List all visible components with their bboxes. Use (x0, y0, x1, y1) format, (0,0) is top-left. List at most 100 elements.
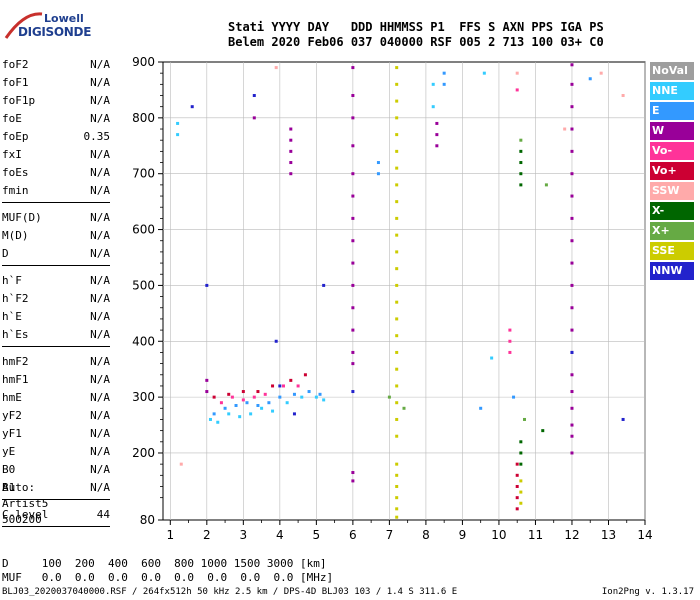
param-separator (2, 346, 110, 353)
param-separator (2, 526, 110, 527)
param-name: MUF(D) (2, 211, 42, 224)
data-point-ssw (599, 71, 603, 75)
data-point-sse (395, 317, 399, 321)
param-name: hmF1 (2, 373, 29, 386)
legend-item-x-: X- (650, 202, 694, 220)
data-point-vo- (227, 392, 231, 396)
data-point-x- (519, 149, 523, 153)
param-row: D N/A (2, 245, 110, 263)
param-name: B1 (2, 481, 16, 494)
param-row: yE N/A (2, 443, 110, 461)
data-point-nne (208, 417, 212, 421)
data-point-e (307, 390, 311, 394)
data-point-nnw (252, 94, 256, 98)
param-value: N/A (90, 310, 110, 323)
data-point-w (351, 94, 355, 98)
y-tick-label: 400 (132, 334, 155, 348)
data-point-e (376, 172, 380, 176)
x-tick-label: 11 (528, 528, 543, 542)
data-point-nnw (205, 283, 209, 287)
legend-item-w: W (650, 122, 694, 140)
data-point-nne (260, 406, 264, 410)
legend-item-x-: X+ (650, 222, 694, 240)
data-point-vo- (256, 390, 260, 394)
legend-item-e: E (650, 102, 694, 120)
param-row: M(D) N/A (2, 227, 110, 245)
param-row: fmin N/A (2, 182, 110, 200)
legend-item-vo-: Vo+ (650, 162, 694, 180)
data-point-nne (176, 133, 180, 137)
param-value: N/A (90, 328, 110, 341)
param-value: N/A (90, 76, 110, 89)
data-point-x- (541, 429, 545, 433)
data-point-vo- (282, 384, 285, 388)
data-point-w (570, 149, 574, 153)
auto-scaling-info: Auto: Artist5 500200 (2, 480, 48, 528)
data-point-x- (387, 395, 391, 399)
data-point-w (351, 261, 355, 265)
logo-line2: DIGISONDE (18, 25, 92, 39)
data-point-x- (519, 440, 523, 444)
param-value: N/A (90, 112, 110, 125)
y-tick-label: 800 (132, 111, 155, 125)
param-name: h`E (2, 310, 22, 323)
param-value: N/A (90, 247, 110, 260)
param-name: foEp (2, 130, 29, 143)
data-point-sse (395, 149, 399, 153)
data-point-vo- (252, 395, 256, 399)
muf-table-muf-row: MUF 0.0 0.0 0.0 0.0 0.0 0.0 0.0 0.0 [MHz… (2, 571, 334, 584)
data-point-w (351, 471, 355, 475)
data-point-x- (523, 417, 526, 421)
data-point-nne (490, 356, 494, 360)
legend-item-nne: NNE (650, 82, 694, 100)
data-point-nne (322, 398, 326, 402)
param-row: B1 N/A (2, 479, 110, 497)
data-point-w (351, 350, 355, 354)
data-point-e (223, 406, 227, 410)
param-row: fxI N/A (2, 146, 110, 164)
param-value: N/A (90, 355, 110, 368)
data-point-ssw (515, 71, 519, 75)
data-point-sse (519, 490, 523, 494)
data-point-vo- (508, 328, 512, 332)
data-point-w (570, 306, 574, 310)
data-point-nne (271, 409, 275, 413)
parameter-panel: foF2 N/A foF1 N/A foF1p N/A foE N/A foEp 0.35 fxI N… (2, 56, 110, 527)
legend-item-noval: NoVal (650, 62, 694, 80)
auto-line2: Artist5 (2, 497, 49, 510)
muf-table: D 100 200 400 600 800 1000 1500 3000 [km… (2, 557, 333, 585)
data-point-vo- (289, 378, 293, 382)
param-row: foF2 N/A (2, 56, 110, 74)
data-point-w (351, 239, 355, 243)
data-point-nne (216, 420, 220, 424)
data-point-vo- (515, 496, 519, 500)
data-point-sse (395, 334, 399, 338)
x-tick-label: 10 (491, 528, 506, 542)
param-row: hmF1 N/A (2, 371, 110, 389)
version-label: Ion2Png v. 1.3.17 (601, 587, 694, 597)
data-point-e (234, 404, 238, 407)
data-point-e (479, 406, 483, 410)
data-point-sse (395, 116, 399, 120)
param-value: N/A (90, 184, 110, 197)
data-point-sse (395, 350, 399, 354)
y-tick-label: 80 (140, 513, 155, 527)
x-tick-label: 7 (386, 528, 394, 542)
param-value: N/A (90, 166, 110, 179)
param-value: N/A (90, 391, 110, 404)
data-point-sse (519, 479, 523, 483)
param-value: N/A (90, 463, 110, 476)
x-tick-label: 14 (637, 528, 652, 542)
param-value: N/A (90, 373, 110, 386)
lowell-digisonde-logo: Lowell DIGISONDE (4, 8, 91, 42)
data-point-nnw (351, 390, 355, 394)
param-row: h`Es N/A (2, 326, 110, 344)
x-tick-label: 5 (313, 528, 321, 542)
auto-line1: Auto: (2, 481, 36, 494)
data-point-w (289, 138, 293, 142)
data-point-w (570, 390, 574, 394)
param-name: h`Es (2, 328, 29, 341)
param-name: fxI (2, 148, 22, 161)
data-point-e (512, 395, 516, 399)
data-point-sse (395, 434, 399, 438)
